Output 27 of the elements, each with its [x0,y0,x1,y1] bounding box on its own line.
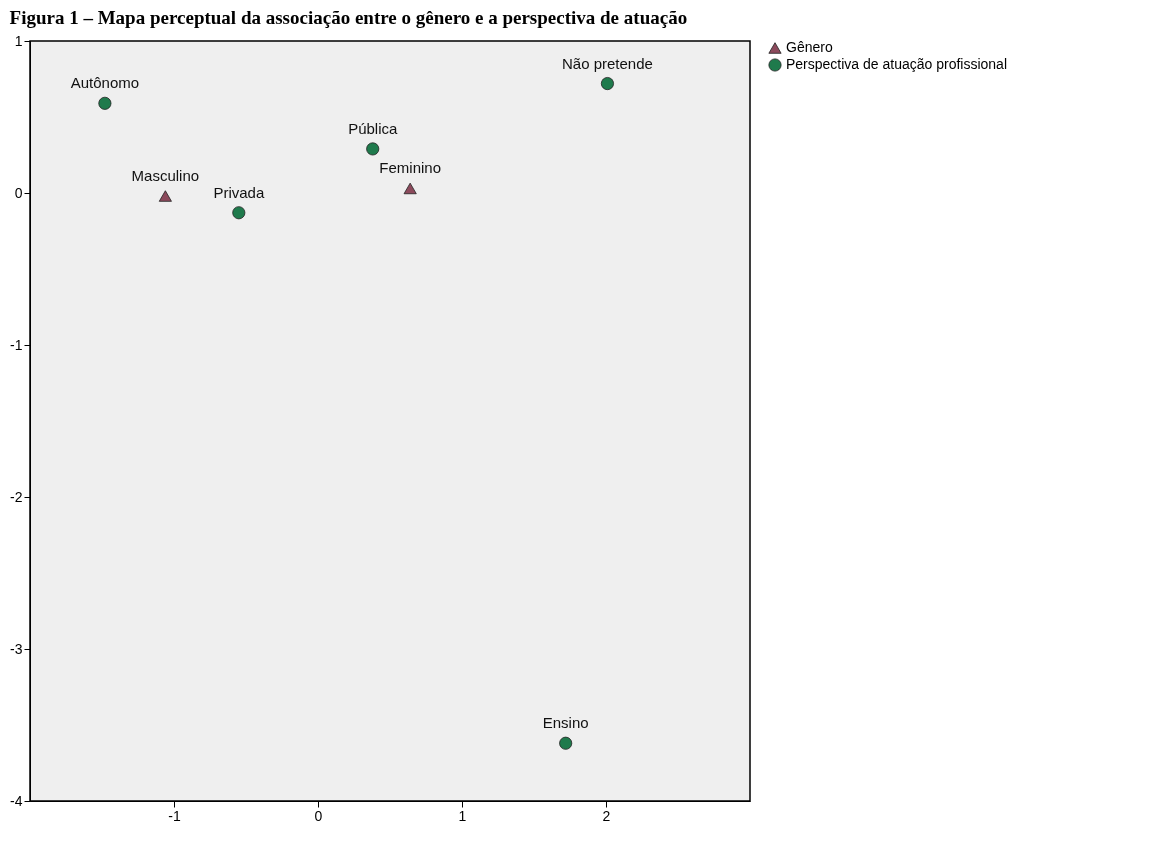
annotation: Privada [213,183,265,201]
point [98,96,112,110]
legend-label: Perspectiva de atuação profissional [786,56,1008,72]
annotation: Pública [348,119,398,137]
y-tick-label: -3 [10,640,23,657]
point [600,77,614,91]
point [559,736,573,750]
point [232,206,246,220]
annotation: Masculino [131,167,200,185]
annotation: Feminino [379,159,442,177]
annotation: Não pretende [561,54,653,72]
legend-label: Gênero [786,39,833,55]
y-tick-label: -4 [10,792,23,809]
x-tick-label: 0 [314,807,323,824]
x-tick-label: 2 [602,807,611,824]
point [158,190,172,202]
y-tick-label: -2 [10,488,23,505]
y-tick-label: -1 [10,336,23,353]
y-tick-label: 1 [14,32,23,49]
x-tick-label: 1 [458,807,467,824]
point [403,182,417,195]
annotation: Autônomo [70,74,140,92]
annotation: Ensino [542,714,589,732]
y-tick-label: 0 [14,184,23,201]
point [366,142,380,156]
chart-title: Figura 1 – Mapa perceptual da associação entre o gênero e a perspectiva de atuação [9,7,688,28]
x-tick-label: -1 [168,807,181,824]
